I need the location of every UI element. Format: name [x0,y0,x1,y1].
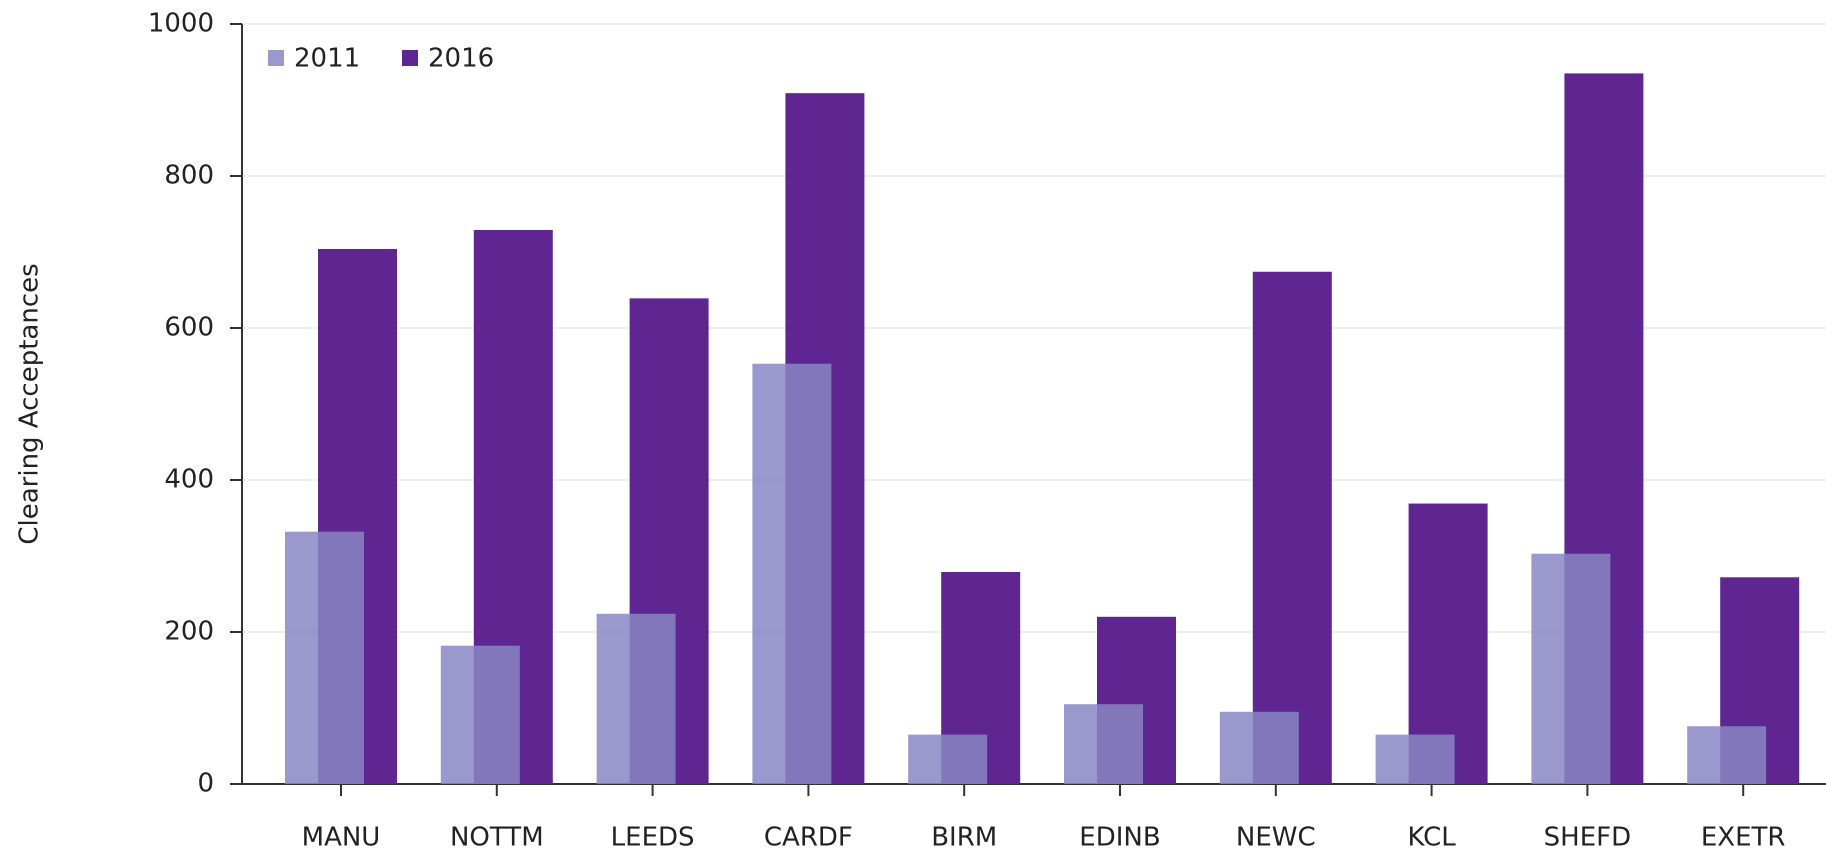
x-tick-label: NOTTM [450,823,544,853]
x-tick-label: BIRM [931,823,997,853]
x-tick-label: SHEFD [1544,823,1631,853]
y-tick-label: 1000 [148,9,214,39]
x-tick-label: NEWC [1236,823,1316,853]
bar [1531,553,1611,784]
legend-label: 2011 [294,44,360,74]
bar [1219,711,1299,784]
bar [1375,734,1455,784]
x-tick-label: CARDF [764,823,853,853]
legend-swatch [268,50,284,66]
x-tick-label: EDINB [1079,823,1160,853]
y-tick-label: 200 [164,617,214,647]
y-tick-label: 800 [164,161,214,191]
x-tick-label: KCL [1407,823,1456,853]
x-tick-label: LEEDS [611,823,695,853]
bar [1064,704,1143,784]
bar [440,645,520,784]
y-tick-label: 600 [164,313,214,343]
bar [596,613,676,784]
y-tick-label: 0 [197,769,214,799]
bar [1252,271,1332,784]
bar [752,363,832,784]
legend-swatch [402,50,418,66]
bar [285,531,364,784]
x-tick-label: EXETR [1701,823,1786,853]
x-tick-label: MANU [302,823,381,853]
bar [1687,726,1767,784]
y-tick-label: 400 [164,465,214,495]
bar [908,734,988,784]
legend-label: 2016 [428,44,494,74]
y-axis-label: Clearing Acceptances [15,263,45,544]
